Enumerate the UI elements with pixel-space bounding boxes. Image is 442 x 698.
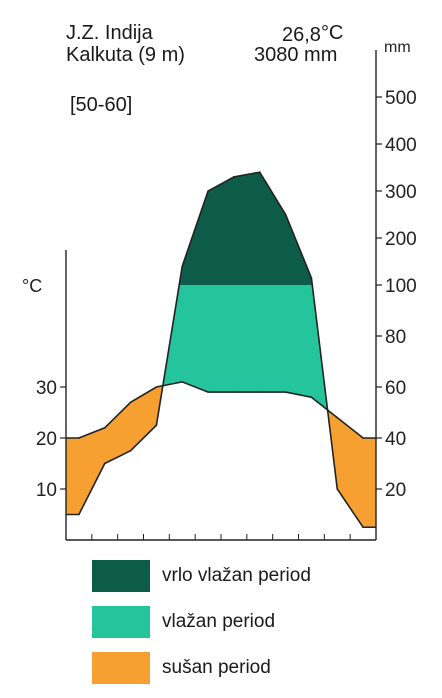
precipitation-line: [66, 171, 376, 529]
legend-label-dry: sušan period: [162, 657, 271, 678]
temperature-point: [207, 391, 209, 393]
precipitation-tick-label: 500: [385, 88, 417, 109]
legend: vrlo vlažan period vlažan period sušan p…: [92, 560, 311, 698]
precipitation-point: [310, 277, 313, 279]
legend-swatch-humid: [92, 606, 150, 638]
precipitation-tick-label: 200: [385, 229, 417, 250]
precipitation-tick-label: 300: [385, 182, 417, 203]
precipitation-tick-label: 40: [385, 429, 406, 450]
legend-label-humid: vlažan period: [162, 611, 276, 632]
climate-diagram: 10 20 30 °C 20 40 60 80 100 200 300 400 500 mm: [22, 39, 417, 541]
very-humid-period-area: [179, 172, 312, 285]
temperature-point: [155, 386, 158, 388]
temperature-point: [129, 401, 132, 404]
precipitation-axis-label: mm: [384, 39, 411, 56]
station-name: Kalkuta (9 m): [66, 44, 185, 66]
precipitation-tick-label: 20: [385, 480, 406, 501]
humid-period-area: [162, 285, 328, 410]
precipitation-point: [103, 462, 106, 465]
precipitation-point: [336, 488, 339, 490]
precipitation-point: [233, 176, 235, 178]
temperature-tick-label: 20: [36, 429, 57, 450]
precipitation-point: [155, 424, 158, 427]
precipitation-point: [129, 449, 132, 452]
temperature-point: [284, 391, 287, 393]
dry-period-area: [66, 385, 376, 528]
observation-period: [50-60]: [70, 94, 133, 116]
region-title: J.Z. Indija: [66, 22, 153, 44]
legend-item-dry: sušan period: [92, 652, 311, 684]
temperature-point: [233, 391, 235, 393]
precipitation-point: [207, 190, 209, 192]
legend-swatch-very-humid: [92, 560, 150, 592]
temperature-line: [66, 381, 376, 439]
precipitation-tick-label: 100: [385, 276, 417, 297]
precipitation-point: [284, 213, 287, 216]
legend-item-very-humid: vrlo vlažan period: [92, 560, 311, 592]
precipitation-tick-label: 400: [385, 135, 417, 156]
precipitation-tick-label: 80: [385, 327, 406, 348]
precipitation-point: [78, 513, 80, 516]
legend-item-humid: vlažan period: [92, 606, 311, 638]
temperature-point: [310, 396, 313, 399]
temperature-point: [362, 437, 364, 439]
temperature-axis-label: °C: [22, 276, 42, 296]
temperature-point: [258, 391, 261, 393]
temperature-point: [336, 416, 339, 419]
precipitation-tick-label: 60: [385, 378, 406, 399]
temperature-point: [103, 427, 106, 429]
legend-label-very-humid: vrlo vlažan period: [162, 565, 311, 586]
temperature-mean-unit: °C: [320, 22, 344, 44]
temperature-tick-label: 10: [36, 480, 57, 501]
precipitation-point: [181, 265, 184, 268]
precipitation-total: 3080 mm: [254, 44, 338, 66]
temperature-point: [181, 381, 184, 383]
temperature-mean: 26,8°C: [282, 22, 343, 46]
temperature-point: [78, 437, 80, 439]
precipitation-point: [258, 171, 261, 173]
precipitation-point: [362, 526, 364, 529]
temperature-tick-label: 30: [36, 378, 57, 399]
temperature-mean-value: 26,8: [282, 24, 321, 46]
legend-swatch-dry: [92, 652, 150, 684]
